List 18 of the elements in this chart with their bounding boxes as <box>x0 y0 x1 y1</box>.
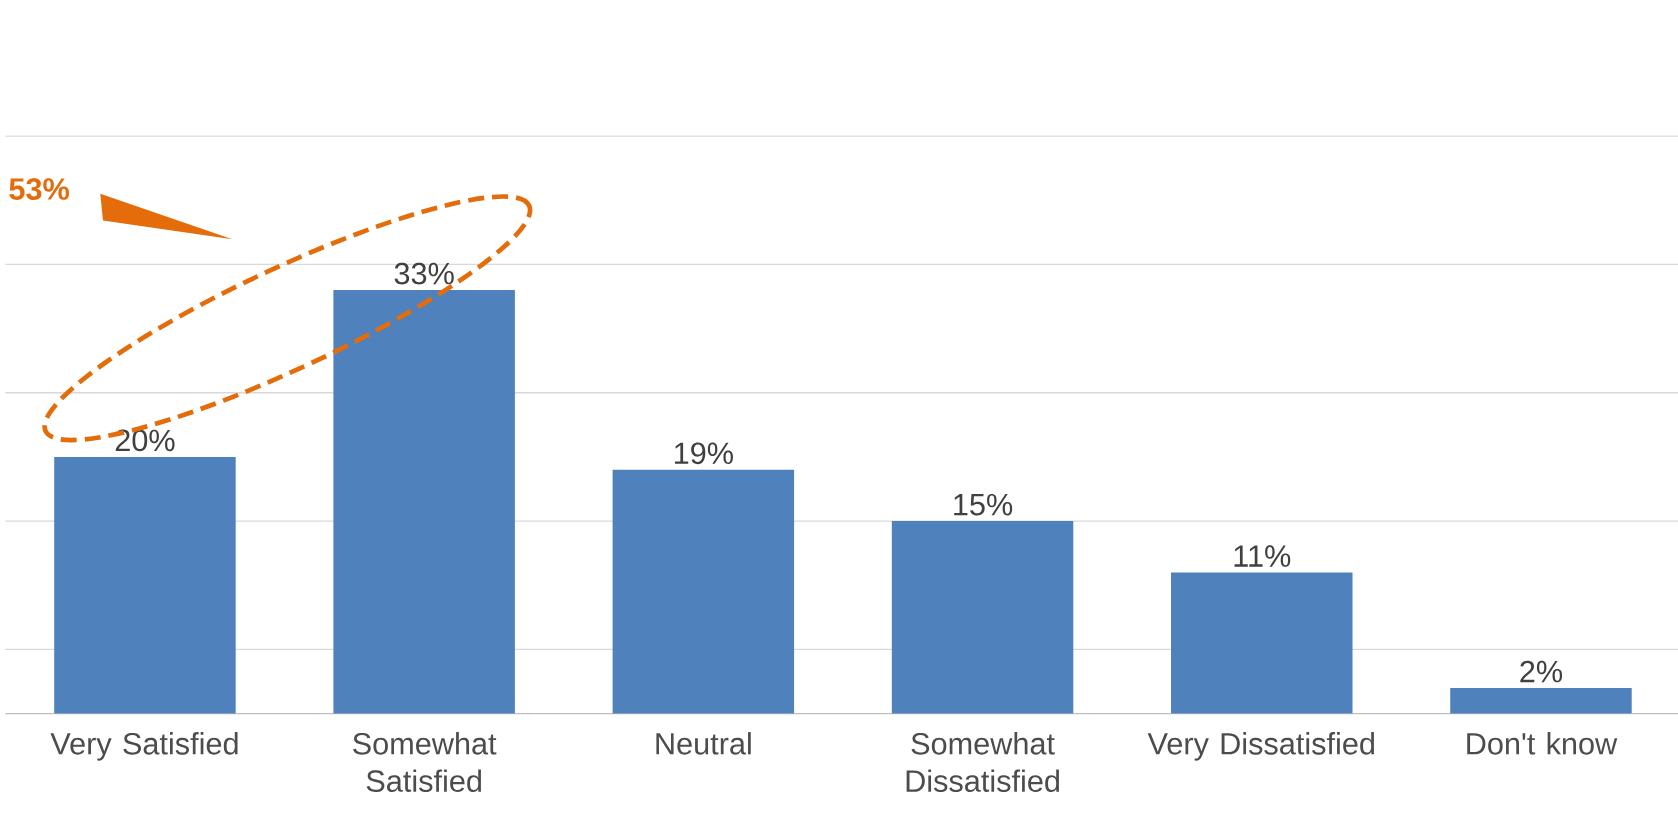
x-tick-label: Neutral <box>656 731 751 755</box>
bar <box>891 520 1074 714</box>
bar <box>1171 572 1353 714</box>
data-label: 11% <box>1234 545 1291 567</box>
x-tick-label: Somewhat Satisfied <box>353 731 497 792</box>
text: 53% <box>9 178 69 200</box>
x-tick-label: Don't know <box>1467 731 1618 755</box>
data-label: 20% <box>115 429 175 452</box>
x-tick-label: Somewhat Dissatisfied <box>906 731 1059 792</box>
x-tick-label: Very Dissatisfied <box>1147 731 1374 761</box>
x-tick-label: Very Satisfied <box>50 731 238 761</box>
bar <box>1450 687 1632 714</box>
bar <box>612 469 795 714</box>
data-label: 15% <box>954 493 1013 516</box>
data-label: 2% <box>1520 660 1563 683</box>
bar <box>54 456 236 714</box>
data-label: 19% <box>675 442 733 464</box>
data-label: 33% <box>394 262 454 285</box>
